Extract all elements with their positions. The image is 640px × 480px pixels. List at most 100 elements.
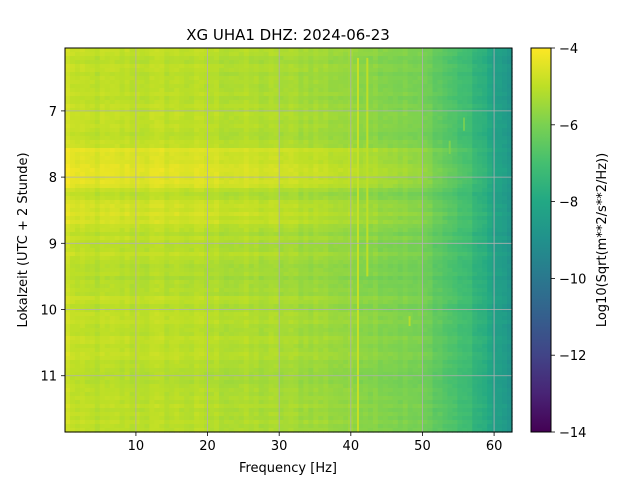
- heatmap-cell: [452, 92, 458, 97]
- heatmap-cell: [214, 96, 220, 101]
- heatmap-cell: [65, 268, 71, 273]
- heatmap-cell: [338, 124, 344, 129]
- heatmap-cell: [382, 212, 389, 217]
- heatmap-cell: [243, 268, 250, 273]
- heatmap-cell: [134, 220, 141, 225]
- heatmap-cell: [114, 96, 121, 101]
- heatmap-cell: [104, 88, 111, 93]
- heatmap-cell: [169, 140, 175, 145]
- heatmap-cell: [268, 92, 275, 97]
- heatmap-cell: [462, 184, 468, 189]
- heatmap-cell: [278, 232, 285, 237]
- heatmap-cell: [367, 200, 374, 205]
- heatmap-cell: [209, 232, 215, 237]
- heatmap-cell: [417, 124, 424, 129]
- heatmap-cell: [358, 164, 364, 169]
- heatmap-cell: [233, 200, 240, 205]
- heatmap-cell: [358, 184, 364, 189]
- heatmap-cell: [129, 188, 136, 193]
- heatmap-cell: [204, 208, 210, 213]
- heatmap-cell: [248, 248, 255, 253]
- heatmap-cell: [278, 256, 285, 261]
- heatmap-cell: [467, 256, 473, 261]
- heatmap-cell: [293, 56, 300, 61]
- heatmap-cell: [149, 236, 155, 241]
- heatmap-cell: [159, 136, 165, 141]
- heatmap-cell: [288, 172, 295, 177]
- heatmap-cell: [402, 200, 409, 205]
- heatmap-cell: [189, 64, 195, 69]
- heatmap-cell: [154, 220, 160, 225]
- heatmap-cell: [442, 136, 449, 141]
- heatmap-cell: [134, 256, 141, 261]
- heatmap-cell: [174, 248, 180, 253]
- heatmap-cell: [323, 176, 329, 181]
- heatmap-cell: [338, 220, 344, 225]
- heatmap-cell: [223, 84, 230, 89]
- heatmap-cell: [243, 240, 250, 245]
- heatmap-cell: [65, 164, 71, 169]
- heatmap-cell: [124, 156, 131, 161]
- heatmap-cell: [328, 148, 334, 153]
- heatmap-cell: [492, 52, 498, 57]
- heatmap-cell: [407, 188, 414, 193]
- heatmap-cell: [109, 256, 116, 261]
- heatmap-cell: [497, 164, 503, 169]
- heatmap-cell: [184, 156, 190, 161]
- heatmap-cell: [189, 88, 195, 93]
- heatmap-cell: [84, 92, 91, 97]
- heatmap-cell: [253, 112, 260, 117]
- heatmap-cell: [169, 144, 175, 149]
- heatmap-cell: [209, 128, 215, 133]
- heatmap-cell: [223, 216, 230, 221]
- heatmap-cell: [367, 256, 374, 261]
- heatmap-cell: [238, 224, 245, 229]
- heatmap-cell: [323, 212, 329, 217]
- heatmap-cell: [313, 188, 319, 193]
- heatmap-cell: [392, 104, 399, 109]
- heatmap-cell: [467, 180, 473, 185]
- heatmap-cell: [223, 204, 230, 209]
- heatmap-cell: [387, 204, 394, 209]
- heatmap-cell: [65, 236, 71, 241]
- heatmap-cell: [382, 248, 389, 253]
- heatmap-cell: [154, 176, 160, 181]
- heatmap-cell: [432, 152, 439, 157]
- heatmap-cell: [169, 196, 175, 201]
- heatmap-cell: [412, 164, 419, 169]
- heatmap-cell: [298, 104, 304, 109]
- heatmap-cell: [89, 196, 96, 201]
- heatmap-cell: [119, 60, 126, 65]
- heatmap-cell: [119, 108, 126, 113]
- heatmap-cell: [84, 52, 91, 57]
- heatmap-cell: [104, 220, 111, 225]
- heatmap-cell: [467, 64, 473, 69]
- heatmap-cell: [343, 192, 349, 197]
- heatmap-cell: [109, 232, 116, 237]
- heatmap-cell: [407, 240, 414, 245]
- heatmap-cell: [228, 220, 235, 225]
- heatmap-cell: [477, 124, 483, 129]
- heatmap-cell: [199, 124, 205, 129]
- heatmap-cell: [407, 256, 414, 261]
- heatmap-cell: [482, 252, 488, 257]
- heatmap-cell: [472, 220, 478, 225]
- heatmap-cell: [159, 64, 165, 69]
- heatmap-cell: [74, 140, 81, 145]
- heatmap-cell: [343, 60, 349, 65]
- heatmap-cell: [283, 192, 290, 197]
- heatmap-cell: [303, 136, 309, 141]
- heatmap-cell: [79, 192, 86, 197]
- heatmap-cell: [303, 72, 309, 77]
- heatmap-cell: [437, 124, 444, 129]
- heatmap-cell: [169, 48, 175, 53]
- heatmap-cell: [194, 56, 200, 61]
- heatmap-cell: [223, 140, 230, 145]
- heatmap-cell: [89, 200, 96, 205]
- heatmap-cell: [298, 132, 304, 137]
- heatmap-cell: [377, 164, 384, 169]
- heatmap-cell: [288, 264, 295, 269]
- heatmap-cell: [288, 68, 295, 73]
- heatmap-cell: [382, 192, 389, 197]
- heatmap-cell: [427, 116, 434, 121]
